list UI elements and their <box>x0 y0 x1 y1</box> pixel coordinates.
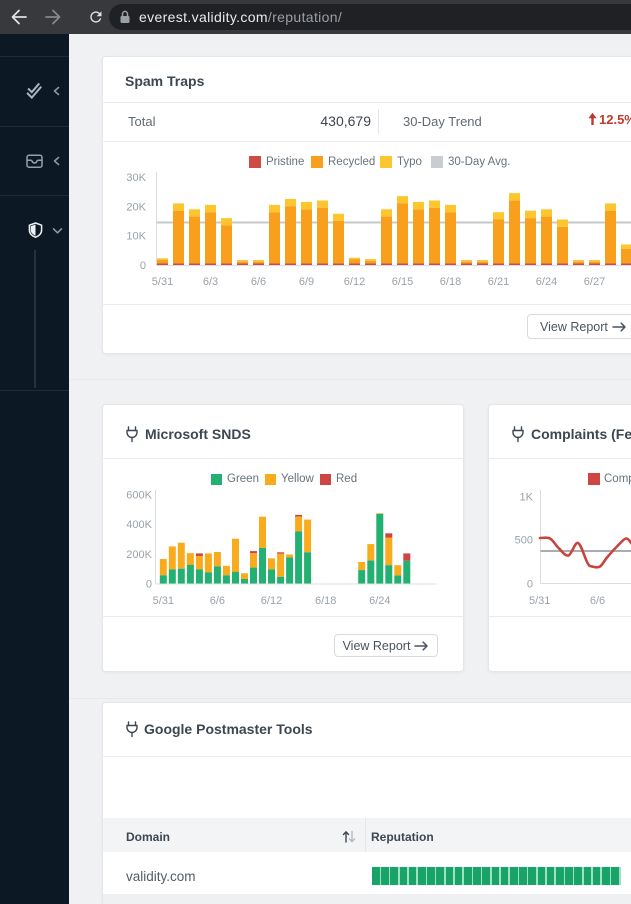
svg-text:6/6: 6/6 <box>251 276 266 288</box>
svg-text:6/24: 6/24 <box>369 595 390 607</box>
svg-text:6/3: 6/3 <box>203 276 218 288</box>
svg-text:6/6: 6/6 <box>210 595 225 607</box>
svg-text:6/15: 6/15 <box>392 276 413 288</box>
svg-text:10K: 10K <box>126 231 146 243</box>
svg-text:0: 0 <box>140 260 146 272</box>
svg-text:5/31: 5/31 <box>153 595 174 607</box>
svg-text:30K: 30K <box>126 172 146 184</box>
svg-text:6/27: 6/27 <box>584 276 605 288</box>
svg-text:5/31: 5/31 <box>152 276 173 288</box>
svg-text:200K: 200K <box>126 549 152 561</box>
svg-text:0: 0 <box>146 579 152 591</box>
svg-text:6/6: 6/6 <box>590 595 605 607</box>
svg-text:20K: 20K <box>126 201 146 213</box>
svg-text:6/9: 6/9 <box>299 276 314 288</box>
svg-text:500: 500 <box>515 534 533 546</box>
svg-text:6/24: 6/24 <box>536 276 557 288</box>
svg-text:6/12: 6/12 <box>261 595 282 607</box>
svg-text:0: 0 <box>527 579 533 591</box>
svg-text:6/18: 6/18 <box>440 276 461 288</box>
svg-text:6/18: 6/18 <box>315 595 336 607</box>
svg-text:6/12: 6/12 <box>344 276 365 288</box>
svg-text:6/21: 6/21 <box>488 276 509 288</box>
svg-text:1K: 1K <box>520 492 534 504</box>
svg-text:5/31: 5/31 <box>529 595 550 607</box>
svg-text:400K: 400K <box>126 519 152 531</box>
svg-text:600K: 600K <box>126 489 152 501</box>
